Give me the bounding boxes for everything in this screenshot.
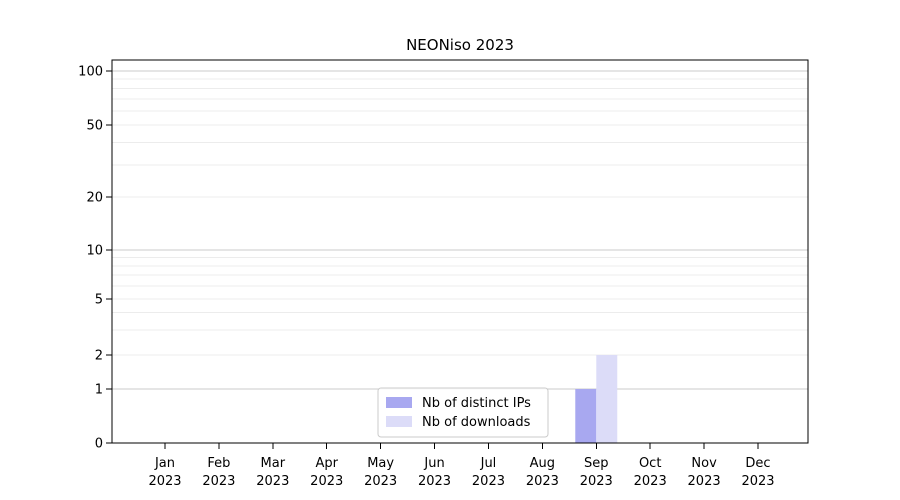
x-tick-month: Feb xyxy=(207,456,230,471)
legend-swatch xyxy=(386,416,412,427)
x-tick-month: Jul xyxy=(480,456,497,471)
x-tick-year: 2023 xyxy=(202,474,235,489)
x-tick-label: Jan 2023 xyxy=(148,456,181,489)
x-tick-label: Sep 2023 xyxy=(580,456,613,489)
y-axis: 0 1 2 5 10 20 50 100 xyxy=(78,65,112,452)
x-tick-year: 2023 xyxy=(310,474,343,489)
x-tick-label: May 2023 xyxy=(364,456,397,489)
x-tick-label: Mar 2023 xyxy=(256,456,289,489)
x-tick-year: 2023 xyxy=(472,474,505,489)
x-tick-label: Feb 2023 xyxy=(202,456,235,489)
x-tick-month: Apr xyxy=(315,456,338,471)
x-tick-year: 2023 xyxy=(526,474,559,489)
bar-series xyxy=(575,355,618,443)
x-tick-month: Sep xyxy=(584,456,609,471)
bar xyxy=(575,389,597,443)
x-tick-year: 2023 xyxy=(256,474,289,489)
legend: Nb of distinct IPs Nb of downloads xyxy=(377,387,549,438)
y-tick-label: 10 xyxy=(86,244,103,259)
x-tick-label: Oct 2023 xyxy=(634,456,667,489)
y-tick-label: 50 xyxy=(86,119,103,134)
y-tick-label: 5 xyxy=(95,293,103,308)
y-tick-label: 20 xyxy=(86,191,103,206)
x-tick-year: 2023 xyxy=(580,474,613,489)
legend-box xyxy=(377,387,549,438)
x-tick-label: Dec 2023 xyxy=(741,456,774,489)
x-tick-month: May xyxy=(367,456,394,471)
x-tick-year: 2023 xyxy=(634,474,667,489)
x-tick-label: Apr 2023 xyxy=(310,456,343,489)
y-tick-label: 0 xyxy=(95,437,103,452)
plot-border xyxy=(111,59,809,444)
x-tick-label: Jun 2023 xyxy=(418,456,451,489)
legend-label: Nb of distinct IPs xyxy=(422,396,531,411)
x-tick-year: 2023 xyxy=(741,474,774,489)
x-tick-month: Oct xyxy=(639,456,661,471)
bar xyxy=(596,355,618,443)
x-tick-year: 2023 xyxy=(364,474,397,489)
gridlines xyxy=(112,70,808,390)
x-tick-year: 2023 xyxy=(148,474,181,489)
x-tick-year: 2023 xyxy=(418,474,451,489)
x-tick-month: Mar xyxy=(261,456,286,471)
x-tick-month: Jan xyxy=(154,456,175,471)
x-tick-month: Nov xyxy=(691,456,717,471)
legend-label: Nb of downloads xyxy=(422,415,531,430)
y-tick-label: 100 xyxy=(78,65,103,80)
y-tick-label: 1 xyxy=(95,383,103,398)
x-tick-month: Dec xyxy=(745,456,770,471)
x-tick-label: Aug 2023 xyxy=(526,456,559,489)
x-tick-month: Jun xyxy=(423,456,444,471)
x-axis: Jan 2023 Feb 2023 Mar 2023 Apr 2023 May 2023 Jun 20… xyxy=(148,443,775,489)
x-tick-label: Jul 2023 xyxy=(472,456,505,489)
y-tick-label: 2 xyxy=(95,349,103,364)
x-tick-label: Nov 2023 xyxy=(688,456,721,489)
x-tick-year: 2023 xyxy=(688,474,721,489)
x-tick-month: Aug xyxy=(530,456,555,471)
legend-swatch xyxy=(386,397,412,408)
chart-title: NEONiso 2023 xyxy=(406,36,514,54)
